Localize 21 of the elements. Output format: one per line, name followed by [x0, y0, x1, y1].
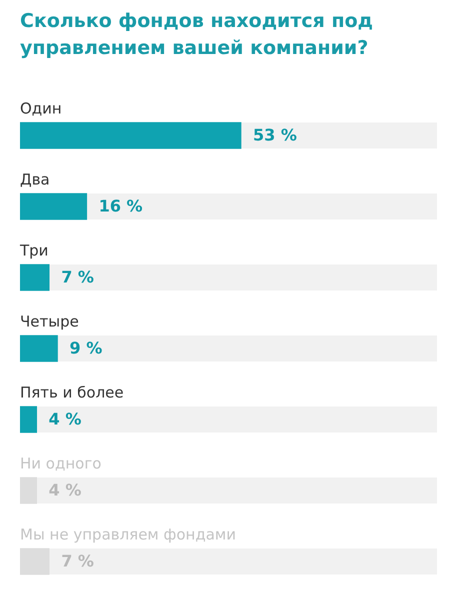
bar	[20, 548, 50, 575]
y-tick-label: Четыре	[20, 312, 79, 330]
data-label: 7 %	[61, 552, 94, 571]
y-tick-label: Ни одного	[20, 454, 102, 472]
y-tick-label: Один	[20, 100, 62, 118]
y-tick-label: Два	[20, 170, 50, 188]
data-label: 4 %	[48, 480, 82, 500]
data-label: 16 %	[98, 196, 143, 216]
data-label: 9 %	[70, 338, 102, 358]
bar	[20, 193, 88, 220]
y-tick-label: Три	[19, 242, 48, 260]
chart-title: Сколько фондов находится под управлением вашей компании?	[20, 9, 374, 61]
y-tick-label: Мы не управляем фондами	[20, 526, 236, 544]
data-label: 53 %	[253, 126, 297, 145]
bar	[20, 335, 58, 362]
bar	[20, 264, 50, 291]
bar	[20, 477, 38, 504]
y-tick-label: Пять и более	[20, 384, 124, 402]
data-label: 7 %	[61, 268, 94, 287]
data-label: 4 %	[48, 410, 82, 429]
bar	[20, 406, 38, 433]
